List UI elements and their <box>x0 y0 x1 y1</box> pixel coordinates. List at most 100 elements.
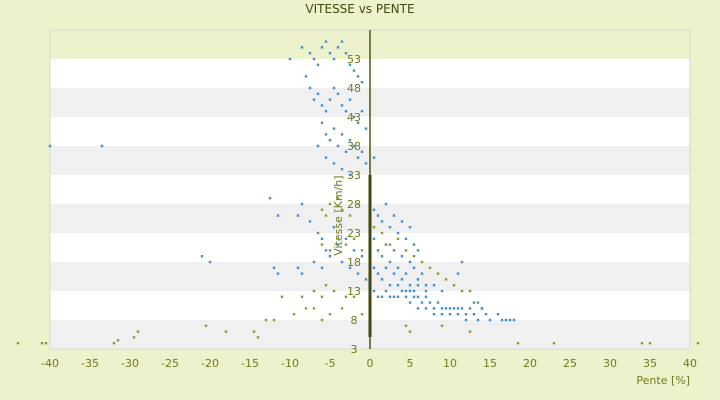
data-point <box>324 133 328 136</box>
data-point <box>384 266 388 269</box>
data-point <box>296 266 300 269</box>
data-point <box>44 342 48 345</box>
data-point <box>316 144 320 148</box>
data-point <box>376 214 380 217</box>
data-point <box>404 289 408 293</box>
data-point <box>332 226 336 229</box>
data-point <box>428 266 432 269</box>
data-point <box>224 330 228 333</box>
x-tick-label: -35 <box>81 357 99 370</box>
data-point <box>352 295 356 298</box>
data-point <box>340 307 344 310</box>
data-point <box>384 289 388 293</box>
data-point <box>396 237 400 240</box>
x-tick-label: 0 <box>367 357 374 370</box>
data-point <box>112 342 116 345</box>
x-axis-title: Pente [%] <box>636 374 690 387</box>
data-point <box>340 168 344 171</box>
data-point <box>316 92 320 95</box>
y-tick-label: 48 <box>347 82 361 95</box>
data-point <box>444 307 448 310</box>
data-point <box>456 307 460 310</box>
data-point <box>372 266 376 269</box>
data-point <box>440 289 444 293</box>
data-point <box>360 249 364 252</box>
data-point <box>460 307 464 310</box>
data-point <box>648 342 652 345</box>
data-point <box>328 139 332 142</box>
data-point <box>328 202 332 206</box>
data-point <box>324 214 328 217</box>
data-point <box>320 266 324 269</box>
data-point <box>380 295 384 298</box>
data-point <box>384 243 388 246</box>
data-point <box>472 301 476 304</box>
data-point <box>292 313 296 316</box>
y-axis-title: Vitesse [Km/h] <box>332 175 345 255</box>
data-point <box>308 86 312 90</box>
data-point <box>360 81 364 84</box>
data-point <box>264 318 268 322</box>
data-point <box>340 260 344 264</box>
data-point <box>436 272 440 275</box>
data-point <box>332 289 336 293</box>
data-point <box>696 342 700 345</box>
data-point <box>460 260 464 264</box>
data-point <box>348 214 352 217</box>
x-tick-label: -15 <box>241 357 259 370</box>
data-point <box>136 330 140 333</box>
data-point <box>324 249 328 252</box>
data-point <box>408 301 412 304</box>
x-tick-label: 40 <box>683 357 697 370</box>
data-point <box>360 110 364 113</box>
data-point <box>512 318 516 322</box>
data-point <box>408 226 412 229</box>
data-point <box>372 289 376 293</box>
x-tick-label: 35 <box>643 357 657 370</box>
data-point <box>404 237 408 240</box>
data-point <box>272 266 276 269</box>
data-point <box>392 272 396 275</box>
data-point <box>364 127 368 130</box>
data-point <box>516 342 520 345</box>
data-point <box>320 295 324 298</box>
data-point <box>396 231 400 235</box>
data-point <box>332 127 336 130</box>
data-point <box>356 272 360 275</box>
data-point <box>320 237 324 240</box>
data-point <box>488 318 492 322</box>
data-point <box>252 330 256 333</box>
data-point <box>308 220 312 223</box>
data-point <box>448 313 452 316</box>
data-point <box>356 121 360 124</box>
data-point <box>404 324 408 327</box>
y-tick-label: 53 <box>347 53 361 66</box>
data-point <box>300 202 304 206</box>
data-point <box>416 278 420 281</box>
data-point <box>340 208 344 211</box>
y-tick-label: 8 <box>351 314 358 327</box>
data-point <box>476 318 480 322</box>
data-point <box>484 313 488 316</box>
data-point <box>388 260 392 264</box>
data-point <box>312 260 316 264</box>
data-point <box>436 301 440 304</box>
data-point <box>288 57 292 61</box>
data-point <box>200 255 204 258</box>
data-point <box>328 52 332 55</box>
x-tick-label: 5 <box>407 357 414 370</box>
data-point <box>456 272 460 275</box>
data-point <box>432 284 436 287</box>
data-point <box>360 255 364 258</box>
data-point <box>364 278 368 281</box>
data-point <box>372 208 376 211</box>
data-point <box>324 156 328 159</box>
data-point <box>400 255 404 258</box>
data-point <box>396 284 400 287</box>
data-point <box>132 336 136 339</box>
data-point <box>412 243 416 246</box>
data-point <box>396 266 400 269</box>
data-point <box>320 208 324 211</box>
data-point <box>404 272 408 275</box>
